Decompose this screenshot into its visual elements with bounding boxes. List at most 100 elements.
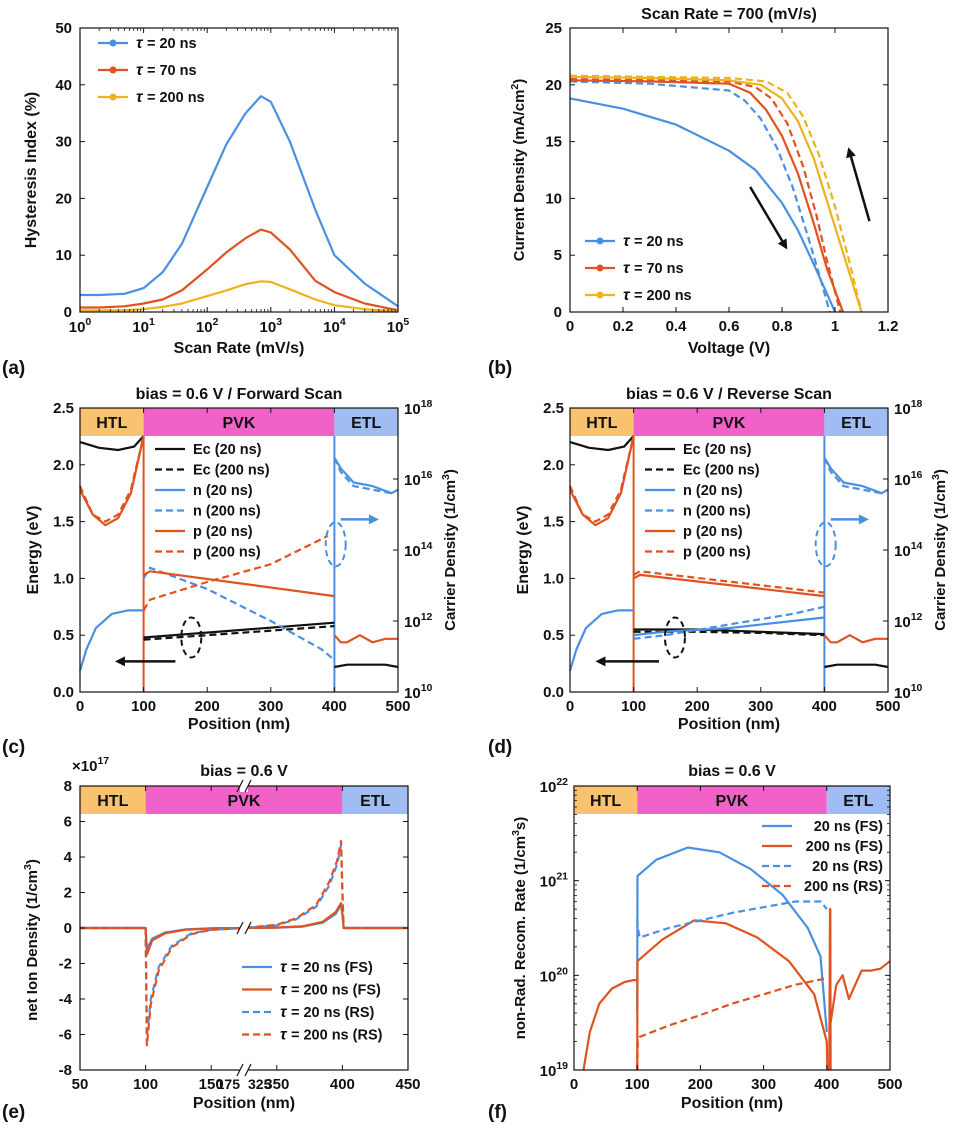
layer-label-pvk: PVK: [228, 793, 261, 810]
y-tick-label-base: 10: [540, 1063, 557, 1080]
y2-tick-label-base: 10: [894, 543, 911, 560]
y2-tick-label: 1014: [404, 540, 433, 560]
legend-item-0-label-part: = 20 ns (FS): [291, 960, 373, 976]
scan-direction-arrow-1-shaft: [849, 156, 871, 222]
y-tick-label-exp: 19: [556, 1060, 568, 1072]
y-tick-label: 2.5: [543, 400, 564, 417]
series-line-5: [333, 457, 399, 495]
y-tick-label: 1020: [540, 965, 569, 985]
layer-band-etl: [342, 786, 408, 814]
break-tick-label: 325: [248, 1076, 272, 1092]
y2-tick-label-exp: 12: [911, 611, 923, 623]
series-line-11: [633, 573, 825, 598]
y-tick-label-base: 10: [540, 968, 557, 985]
legend-item-1-label: Ec (200 ns): [683, 463, 760, 479]
legend-item-1: τ = 200 ns (FS): [242, 982, 381, 999]
x-tick-label-base: 10: [387, 319, 404, 336]
legend-item-2-label-part: n (20 ns): [683, 483, 743, 499]
y-tick-label: 1.0: [543, 570, 564, 587]
scan-direction-arrow-1: [846, 147, 871, 222]
x-tick-label: 102: [196, 316, 219, 336]
layer-label-pvk: PVK: [223, 415, 256, 432]
y2-tick-label-base: 10: [404, 543, 421, 560]
y2-tick-label: 1014: [894, 540, 923, 560]
x-axis-label: Position (nm): [681, 1095, 783, 1112]
x-tick-label: 101: [132, 316, 155, 336]
y-tick-label: -4: [59, 991, 73, 1008]
series-line-1: [80, 228, 399, 312]
y-tick-label: 15: [545, 134, 562, 151]
legend-item-5: p (200 ns): [155, 545, 261, 561]
legend-item-1: Ec (200 ns): [155, 463, 270, 479]
y-axis-label-end: ): [24, 859, 41, 864]
plot-frame: [79, 27, 399, 313]
legend-item-2: 20 ns (RS): [762, 859, 883, 875]
y-tick-label: 0.5: [543, 627, 564, 644]
y-tick-label: 1021: [540, 871, 569, 891]
legend-item-0-label-part: τ: [623, 233, 634, 250]
y-axis-label-main: non-Rad. Recom. Rate (1/cm: [512, 836, 529, 1039]
y-axis-label-end: ): [511, 79, 528, 84]
y2-tick-label-base: 10: [894, 614, 911, 631]
layer-label-htl: HTL: [586, 415, 617, 432]
x-tick-label: 100: [131, 698, 156, 715]
layer-label-htl: HTL: [97, 793, 128, 810]
y-axis-label-main: net Ion Density (1/cm: [24, 870, 41, 1021]
layer-band-htl: [570, 408, 634, 436]
series-line-0: [80, 95, 399, 308]
legend-item-0-label-part: Ec (20 ns): [193, 442, 262, 458]
legend-item-3-label: τ = 200 ns (RS): [280, 1027, 383, 1044]
plot-frame: [573, 785, 891, 1071]
legend-item-3-label-part: n (200 ns): [193, 504, 261, 520]
y-tick-label: -8: [59, 1062, 72, 1079]
y-axis-label: Current Density (mA/cm2): [509, 79, 528, 262]
y-tick-label: 6: [64, 814, 72, 831]
x-tick-label: 103: [260, 316, 283, 336]
legend-label: 200 ns (FS): [806, 839, 884, 855]
y2-tick-label-exp: 16: [911, 469, 923, 481]
x-axis-label: Scan Rate (mV/s): [174, 340, 305, 357]
panel-label: (c): [2, 737, 25, 758]
legend-item-1-marker: [109, 66, 117, 74]
axis-arrow-right: [340, 514, 379, 525]
legend-item-2: n (20 ns): [155, 483, 253, 499]
y-tick-label: 40: [55, 77, 72, 94]
legend-item-1: 200 ns (FS): [762, 839, 883, 855]
y-tick-label: 1.5: [53, 514, 74, 531]
series-line-9: [78, 435, 145, 523]
y-axis-label-text: Current Density (mA/cm2): [509, 79, 528, 262]
x-tick-label-base: 10: [260, 319, 277, 336]
legend-label: 20 ns (FS): [814, 819, 883, 835]
series-line-7: [823, 457, 889, 495]
legend-item-1-label-part: τ: [623, 260, 634, 277]
series-line-3: [636, 900, 828, 939]
y-tick-label: 10: [55, 247, 72, 264]
axis-break-gap: [240, 922, 248, 934]
panel-c: HTL PVK ETL0.00.51.01.52.02.51010101210141…: [25, 386, 459, 733]
legend-item-2-label-part: = 20 ns (RS): [291, 1005, 375, 1021]
x-tick-label: 450: [395, 1076, 420, 1093]
y-tick-label-base: 10: [540, 779, 557, 796]
x-tick-label: 0: [566, 698, 574, 715]
y2-tick-label: 1016: [894, 469, 923, 489]
y-tick-label: 2.0: [53, 457, 74, 474]
axis-break-mark: [236, 779, 244, 793]
legend-item-2-label-part: = 200 ns: [147, 90, 205, 106]
legend-item-3-label-part: = 200 ns (RS): [291, 1028, 383, 1044]
axis-break-mark: [236, 921, 244, 935]
layer-band-pvk: [633, 408, 825, 436]
x-tick-label: 0.6: [719, 318, 740, 335]
y-axis-label: Energy (eV): [25, 506, 42, 595]
y-tick-label: 0.0: [543, 684, 564, 701]
y2-tick-label: 1012: [404, 611, 433, 631]
axis-arrow-left: [595, 656, 660, 667]
y2-tick-label-base: 10: [404, 685, 421, 702]
legend-item-3: τ = 200 ns (RS): [242, 1027, 383, 1044]
x-tick-label-base: 10: [69, 319, 86, 336]
legend-item-0: τ = 20 ns: [98, 35, 197, 52]
legend-item-1: Ec (200 ns): [645, 463, 760, 479]
legend-item-0-label-part: = 20 ns: [147, 36, 197, 52]
y2-tick-label: 1010: [894, 682, 923, 702]
legend-item-2: τ = 200 ns: [98, 89, 205, 106]
